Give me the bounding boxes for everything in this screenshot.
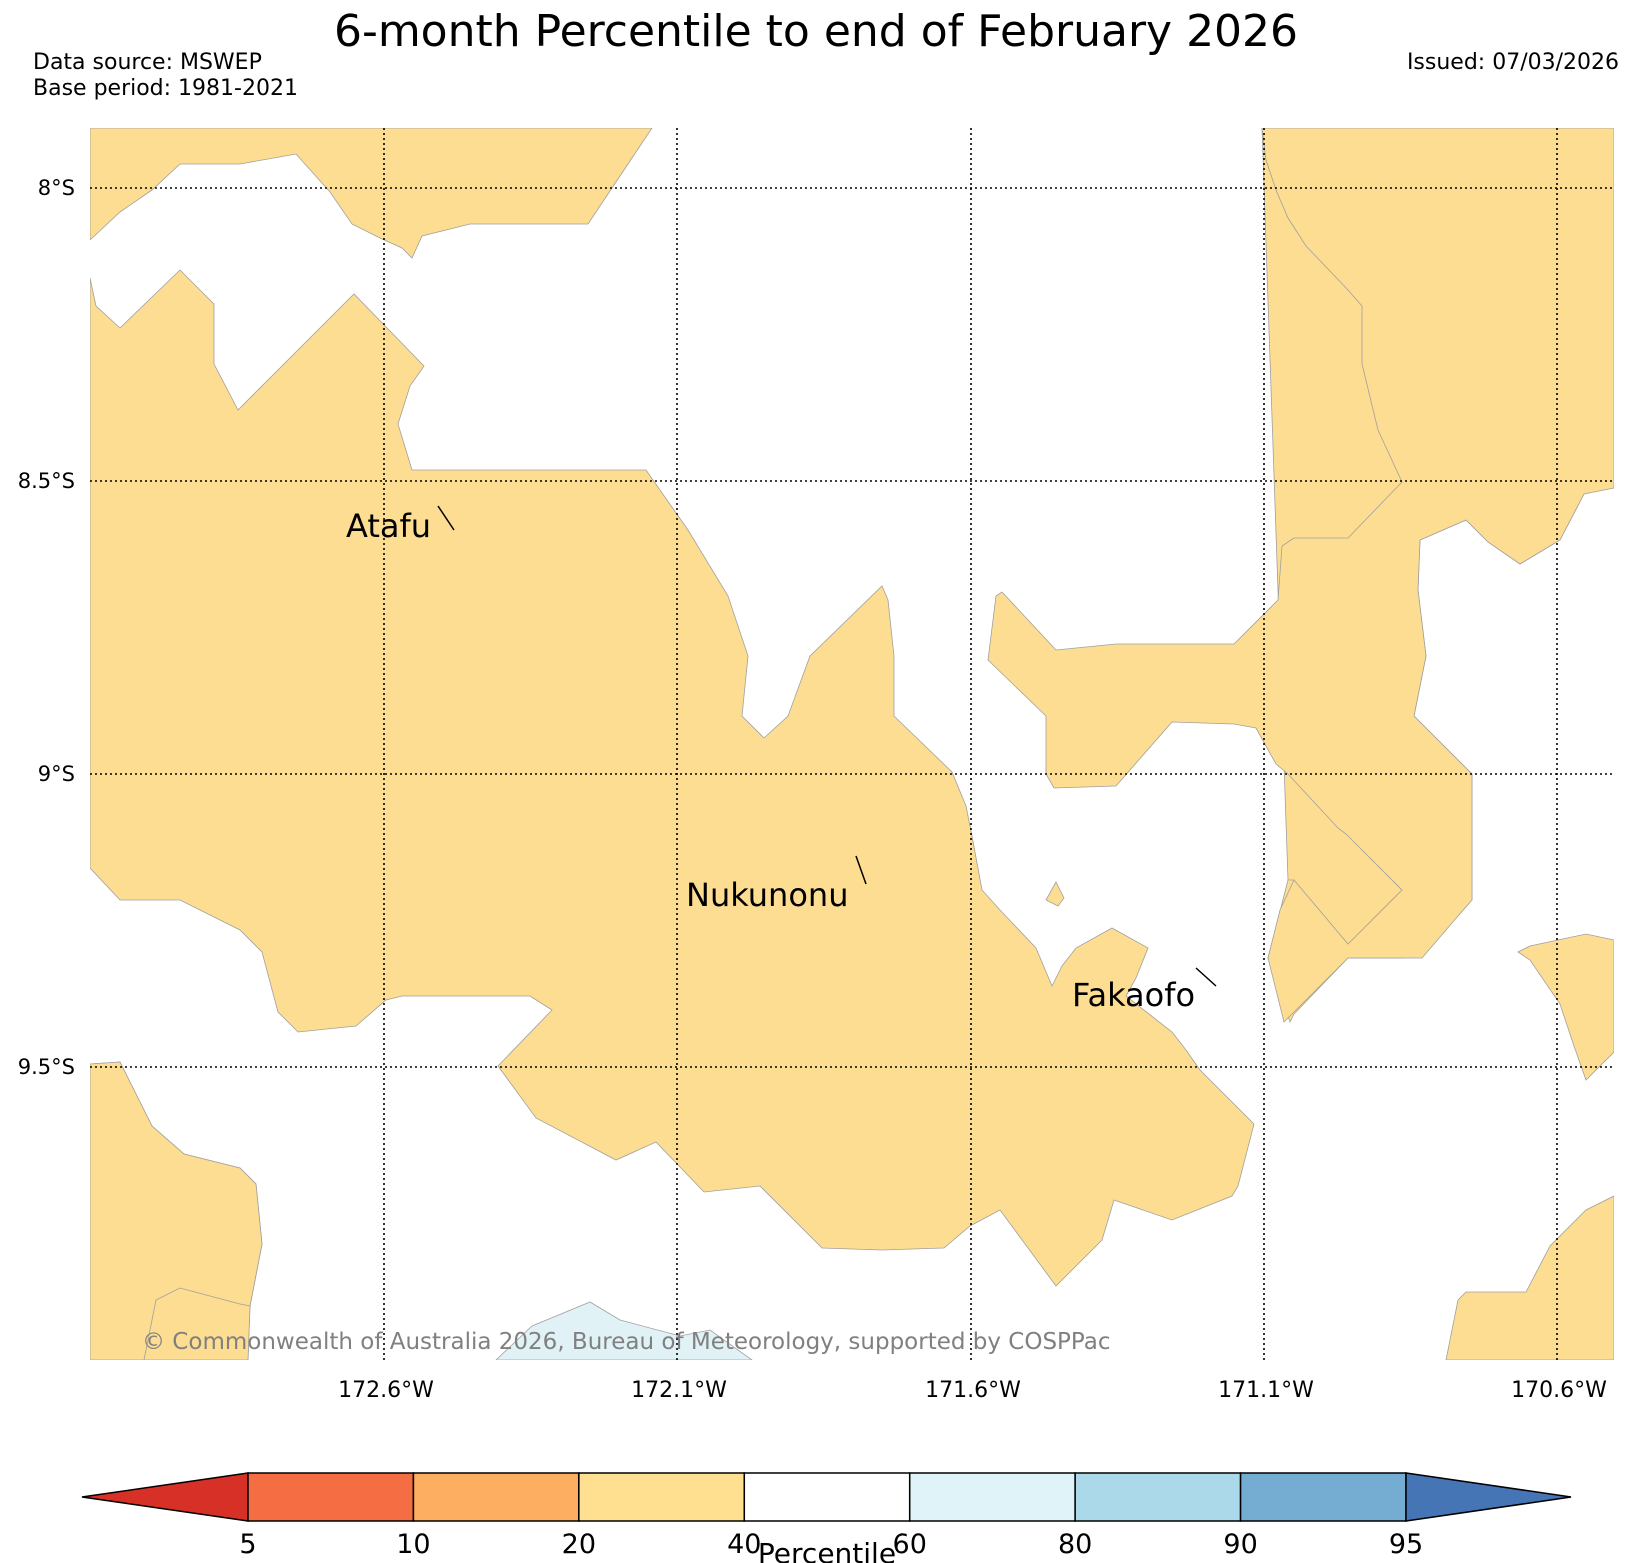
lat-label: 9.5°S: [18, 1055, 75, 1079]
copyright-notice: © Commonwealth of Australia 2026, Bureau…: [142, 1329, 1111, 1355]
colorbar-tick-label: 10: [396, 1529, 430, 1560]
colorbar-segment: [1239, 1472, 1407, 1522]
place-label-atafu: Atafu: [346, 507, 431, 545]
atafu-marker: [437, 505, 455, 531]
lon-label: 171.6°W: [925, 1378, 1021, 1403]
colorbar-segment: [412, 1472, 580, 1522]
lat-label: 8.5°S: [18, 469, 75, 493]
colorbar-tick-label: 80: [1058, 1529, 1092, 1560]
colorbar-segment: [1074, 1472, 1242, 1522]
colorbar: 5 10 20 40 60 80 90 95: [81, 1472, 1572, 1560]
colorbar-segment: [908, 1472, 1076, 1522]
colorbar-tick-label: 90: [1223, 1529, 1257, 1560]
place-label-nukunonu: Nukunonu: [686, 876, 848, 914]
lon-label: 171.1°W: [1218, 1378, 1314, 1403]
percentile-region-20-40: [90, 1061, 263, 1360]
colorbar-segment: [578, 1472, 746, 1522]
lon-label: 172.1°W: [631, 1378, 727, 1403]
lat-label: 9°S: [38, 762, 75, 786]
nukunonu-marker: [855, 855, 867, 885]
colorbar-extend-high: [1405, 1472, 1572, 1522]
map-area: Atafu Nukunonu Fakaofo © Commonwealth of…: [90, 128, 1614, 1360]
colorbar-tick-label: 5: [239, 1529, 256, 1560]
colorbar-segment: [743, 1472, 911, 1522]
percentile-region-20-40: [1045, 881, 1065, 907]
lon-label: 172.6°W: [338, 1378, 434, 1403]
lon-label: 170.6°W: [1511, 1378, 1607, 1403]
graticule: [90, 128, 1614, 1360]
colorbar-tick-label: 95: [1389, 1529, 1423, 1560]
percentile-region-20-40: [1445, 1195, 1614, 1360]
colorbar-tick-label: 40: [727, 1529, 761, 1560]
colorbar-label: Percentile: [758, 1537, 896, 1563]
percentile-region-20-40: [987, 128, 1614, 1023]
data-source: Data source: MSWEP: [33, 50, 262, 75]
issued-text: Issued: 07/03/2026: [1406, 50, 1619, 75]
percentile-region-20-40: [1517, 933, 1614, 1081]
base-period: Base period: 1981-2021: [33, 76, 298, 101]
map-metadata: Data source: MSWEP Base period: 1981-202…: [33, 50, 298, 102]
colorbar-extend-low: [81, 1472, 249, 1522]
percentile-region-20-40: [90, 128, 653, 259]
lat-label: 8°S: [38, 176, 75, 200]
colorbar-tick-label: 20: [562, 1529, 596, 1560]
percentile-region-60-80: [495, 1301, 753, 1360]
percentile-region-20-40: [90, 269, 1255, 1287]
place-label-fakaofo: Fakaofo: [1072, 976, 1195, 1014]
colorbar-segment: [247, 1472, 415, 1522]
issued-date: Issued: 07/03/2026: [1407, 50, 1619, 76]
colorbar-tick-label: 60: [893, 1529, 927, 1560]
fakaofo-marker: [1195, 967, 1217, 987]
map-title: 6-month Percentile to end of February 20…: [333, 6, 1299, 57]
